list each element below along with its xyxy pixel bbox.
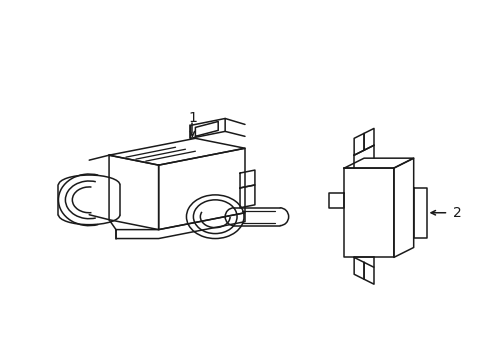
Text: 1: 1 <box>187 112 197 126</box>
Text: 2: 2 <box>452 206 461 220</box>
